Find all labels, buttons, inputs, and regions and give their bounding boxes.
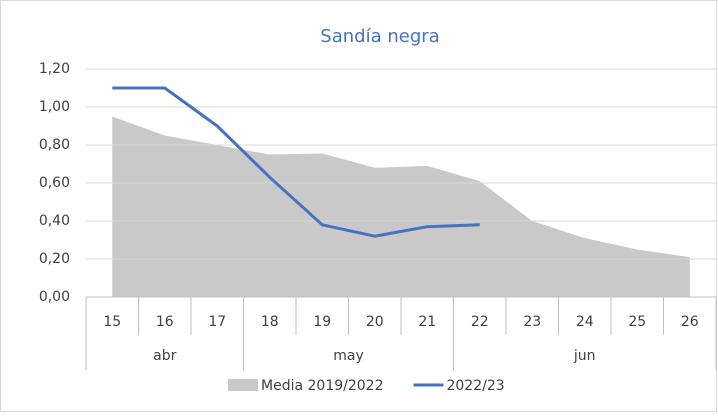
x-tick-label: 20 bbox=[366, 314, 384, 330]
legend-label: 2022/23 bbox=[446, 378, 504, 394]
x-tick-label: 21 bbox=[418, 314, 436, 330]
legend-swatch bbox=[228, 379, 258, 391]
x-group-label: jun bbox=[573, 348, 596, 364]
x-tick-label: 24 bbox=[576, 314, 594, 330]
x-group-label: abr bbox=[153, 348, 176, 364]
y-tick-label: 0,80 bbox=[39, 137, 70, 153]
area bbox=[112, 116, 690, 297]
y-tick-label: 1,20 bbox=[39, 61, 70, 77]
y-tick-label: 0,60 bbox=[39, 175, 70, 191]
x-tick-label: 15 bbox=[103, 314, 121, 330]
x-group-label: may bbox=[333, 348, 364, 364]
y-tick-label: 0,40 bbox=[39, 213, 70, 229]
chart-title: Sandía negra bbox=[320, 26, 439, 47]
x-tick-label: 26 bbox=[681, 314, 699, 330]
y-tick-label: 0,00 bbox=[39, 289, 70, 305]
x-tick-label: 22 bbox=[471, 314, 489, 330]
x-tick-label: 19 bbox=[313, 314, 331, 330]
legend-label: Media 2019/2022 bbox=[261, 378, 383, 394]
y-tick-label: 0,20 bbox=[39, 251, 70, 267]
line bbox=[112, 86, 480, 238]
y-tick-label: 1,00 bbox=[39, 99, 70, 115]
x-tick-label: 18 bbox=[261, 314, 279, 330]
x-tick-label: 25 bbox=[628, 314, 646, 330]
x-tick-label: 23 bbox=[523, 314, 541, 330]
x-tick-label: 16 bbox=[156, 314, 174, 330]
x-tick-label: 17 bbox=[208, 314, 226, 330]
